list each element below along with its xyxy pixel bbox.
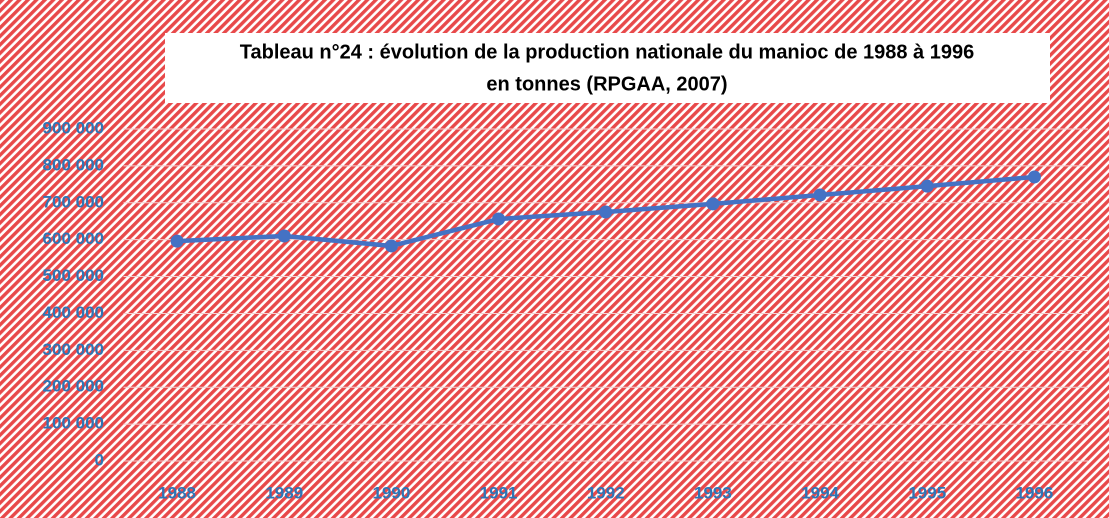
x-tick-label: 1990 [373, 483, 411, 502]
y-tick-label: 100 000 [43, 414, 104, 433]
y-tick-label: 300 000 [43, 340, 104, 359]
x-tick-label: 1992 [587, 483, 625, 502]
point [599, 205, 613, 219]
point [170, 234, 184, 248]
x-tick-label: 1989 [265, 483, 303, 502]
point [492, 212, 506, 226]
y-tick-label: 600 000 [43, 229, 104, 248]
x-tick-label: 1988 [158, 483, 196, 502]
point [384, 239, 398, 253]
chart-title: en tonnes (RPGAA, 2007) [486, 73, 727, 95]
y-tick-label: 500 000 [43, 266, 104, 285]
title-box [165, 33, 1050, 103]
x-tick-label: 1994 [801, 483, 839, 502]
y-tick-label: 200 000 [43, 377, 104, 396]
y-tick-label: 800 000 [43, 155, 104, 174]
y-tick-label: 0 [95, 450, 104, 469]
x-tick-label: 1991 [480, 483, 518, 502]
y-tick-label: 900 000 [43, 118, 104, 137]
x-tick-label: 1996 [1016, 483, 1054, 502]
point [920, 179, 934, 193]
x-tick-label: 1993 [694, 483, 732, 502]
point [1027, 170, 1041, 184]
point [706, 197, 720, 211]
y-tick-label: 400 000 [43, 303, 104, 322]
y-tick-label: 700 000 [43, 192, 104, 211]
point [813, 188, 827, 202]
chart-title: Tableau n°24 : évolution de la productio… [240, 41, 974, 63]
x-tick-label: 1995 [908, 483, 946, 502]
point [277, 229, 291, 243]
